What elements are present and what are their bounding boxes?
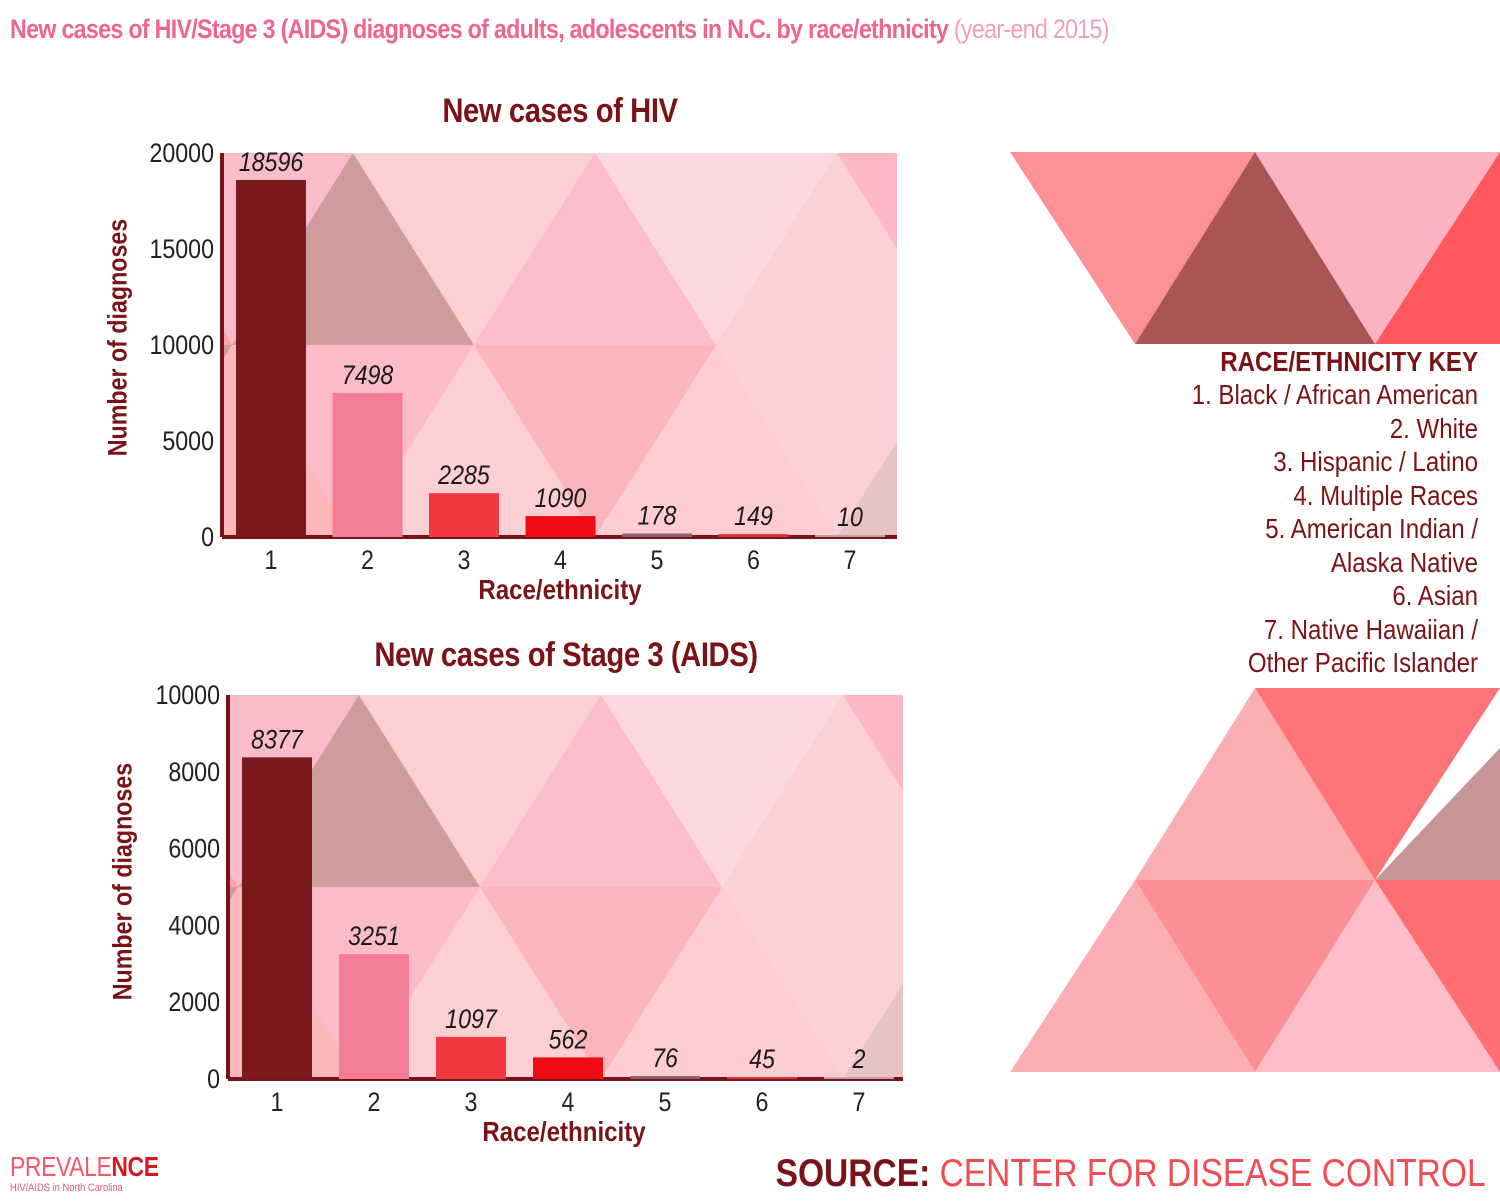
key-item-3: 3. Hispanic / Latino xyxy=(1273,446,1478,477)
hiv-data-label-5: 178 xyxy=(638,501,677,531)
aids-y-tick-label: 4000 xyxy=(168,911,220,941)
brand-logo: PREVALENCE HIV/AIDS in North Carolina xyxy=(10,1152,191,1195)
brand-name: PREVALENCE xyxy=(10,1152,159,1182)
hiv-chart-xlabel: Race/ethnicity xyxy=(478,574,642,605)
hiv-y-tick-label: 10000 xyxy=(149,330,214,360)
hiv-data-label-1: 18596 xyxy=(239,147,304,177)
aids-x-tick-label-6: 6 xyxy=(756,1087,769,1117)
hiv-bar-2 xyxy=(332,393,403,537)
key-item-7a: 7. Native Hawaiian / xyxy=(1263,613,1478,645)
key-item-6: 6. Asian xyxy=(1392,580,1478,611)
aids-data-label-7: 2 xyxy=(852,1044,866,1074)
hiv-x-tick-label-5: 5 xyxy=(651,545,664,575)
aids-x-tick-label-1: 1 xyxy=(271,1087,284,1117)
main-title-subtitle: (year-end 2015) xyxy=(953,14,1110,44)
aids-bar-7 xyxy=(824,1077,894,1079)
race-ethnicity-key: RACE/ETHNICITY KEY 1. Black / African Am… xyxy=(1192,346,1478,680)
hiv-bar-4 xyxy=(525,516,596,537)
brand-name-b: NCE xyxy=(111,1151,159,1182)
aids-y-tick-label: 8000 xyxy=(168,757,220,787)
hiv-data-label-4: 1090 xyxy=(535,483,587,513)
aids-x-tick-label-5: 5 xyxy=(659,1087,672,1117)
aids-data-label-5: 76 xyxy=(652,1043,678,1073)
aids-data-label-2: 3251 xyxy=(348,922,400,952)
hiv-data-label-6: 149 xyxy=(734,502,773,532)
hiv-data-label-2: 7498 xyxy=(342,360,394,390)
hiv-chart: 0 5000 10000 15000 20000 18596 1 7498 2 2285 3 1090… xyxy=(149,138,897,575)
aids-x-tick-label-7: 7 xyxy=(853,1087,866,1117)
aids-data-label-1: 8377 xyxy=(251,725,304,755)
main-title: New cases of HIV/Stage 3 (AIDS) diagnose… xyxy=(10,14,1291,45)
aids-y-tick-label: 0 xyxy=(207,1064,220,1094)
aids-y-tick-label: 10000 xyxy=(155,680,220,710)
decorative-triangles-bottom xyxy=(1010,688,1500,1072)
hiv-data-label-7: 10 xyxy=(837,502,863,532)
aids-data-label-4: 562 xyxy=(549,1025,588,1055)
aids-bar-3 xyxy=(436,1036,506,1079)
hiv-x-tick-label-2: 2 xyxy=(361,545,374,575)
aids-bar-4 xyxy=(533,1057,603,1079)
hiv-bar-7 xyxy=(815,535,885,537)
decorative-triangles-top xyxy=(1010,152,1500,344)
aids-y-tick-label: 2000 xyxy=(168,988,220,1018)
hiv-bar-6 xyxy=(718,534,789,537)
hiv-bar-3 xyxy=(429,493,499,537)
source-credit: SOURCE: CENTER FOR DISEASE CONTROL xyxy=(776,1152,1486,1196)
aids-bar-2 xyxy=(339,954,409,1079)
aids-bar-5 xyxy=(630,1076,700,1079)
source-label: SOURCE: xyxy=(775,1152,931,1195)
hiv-x-tick-label-6: 6 xyxy=(747,545,760,575)
aids-data-label-3: 1097 xyxy=(445,1004,498,1034)
aids-bar-6 xyxy=(727,1077,797,1079)
aids-chart-xlabel: Race/ethnicity xyxy=(482,1116,646,1147)
key-item-2: 2. White xyxy=(1389,412,1478,444)
hiv-x-tick-label-7: 7 xyxy=(844,545,857,575)
brand-name-a: PREVALE xyxy=(10,1151,112,1182)
hiv-bar-5 xyxy=(622,533,692,537)
aids-chart: 0200040006000800010000837713251210973562… xyxy=(155,680,903,1117)
hiv-y-tick-label: 5000 xyxy=(162,426,214,456)
aids-x-tick-label-4: 4 xyxy=(562,1087,575,1117)
hiv-x-tick-label-1: 1 xyxy=(265,545,278,575)
key-item-7b: Other Pacific Islander xyxy=(1247,647,1478,678)
hiv-data-label-3: 2285 xyxy=(437,461,490,491)
hiv-x-tick-label-3: 3 xyxy=(458,545,471,575)
aids-chart-title: New cases of Stage 3 (AIDS) xyxy=(374,636,758,674)
hiv-y-tick-label: 0 xyxy=(201,522,214,552)
aids-data-label-6: 45 xyxy=(749,1044,776,1074)
main-title-text: New cases of HIV/Stage 3 (AIDS) diagnose… xyxy=(10,14,949,44)
hiv-y-tick-label: 20000 xyxy=(149,138,214,168)
hiv-bar-1 xyxy=(236,179,306,538)
hiv-x-tick-label-4: 4 xyxy=(554,545,567,575)
key-item-1: 1. Black / African American xyxy=(1191,379,1478,410)
aids-x-tick-label-2: 2 xyxy=(368,1087,381,1117)
brand-tagline: HIV/AIDS in North Carolina xyxy=(10,1182,123,1194)
aids-y-tick-label: 6000 xyxy=(168,834,220,864)
key-title: RACE/ETHNICITY KEY xyxy=(1220,346,1478,377)
hiv-y-tick-label: 15000 xyxy=(149,234,214,264)
aids-x-tick-label-3: 3 xyxy=(465,1087,478,1117)
hiv-chart-title: New cases of HIV xyxy=(442,92,678,130)
source-text: CENTER FOR DISEASE CONTROL xyxy=(939,1152,1486,1195)
key-item-5b: Alaska Native xyxy=(1330,546,1478,578)
key-item-5a: 5. American Indian / xyxy=(1265,513,1478,544)
key-item-4: 4. Multiple Races xyxy=(1293,479,1478,511)
aids-bar-1 xyxy=(242,757,312,1079)
